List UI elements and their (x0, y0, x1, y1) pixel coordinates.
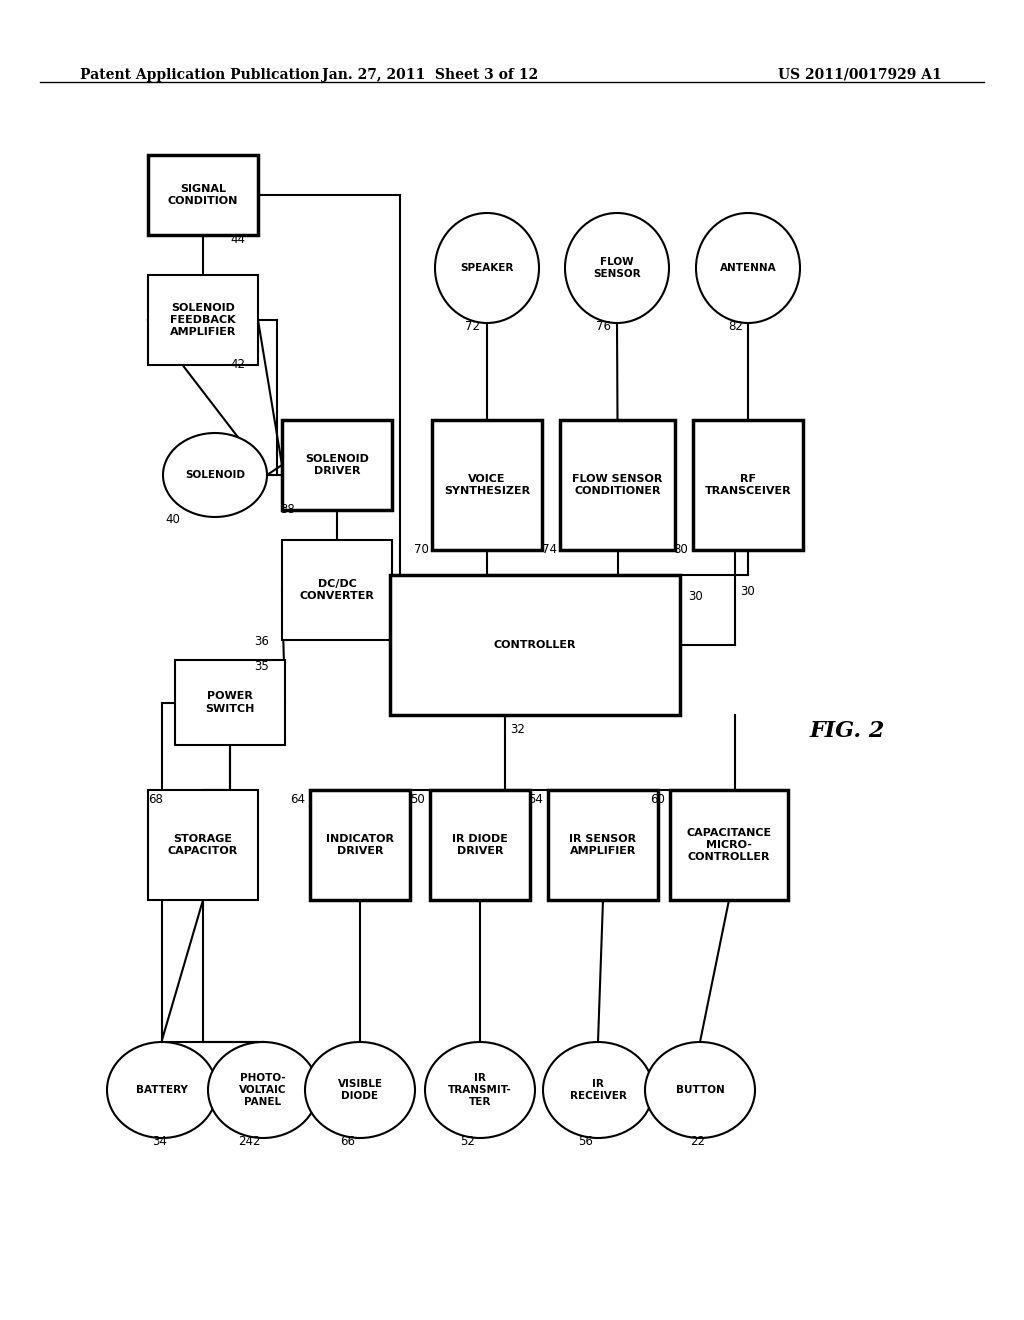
Text: 30: 30 (688, 590, 702, 603)
Text: ANTENNA: ANTENNA (720, 263, 776, 273)
Bar (282, 420, 392, 510)
Ellipse shape (435, 213, 539, 323)
Ellipse shape (696, 213, 800, 323)
Bar (282, 540, 392, 640)
Text: FLOW
SENSOR: FLOW SENSOR (593, 257, 641, 279)
Text: US 2011/0017929 A1: US 2011/0017929 A1 (778, 69, 942, 82)
Text: CAPACITANCE
MICRO-
CONTROLLER: CAPACITANCE MICRO- CONTROLLER (686, 828, 771, 862)
Ellipse shape (163, 433, 267, 517)
Text: 54: 54 (528, 793, 543, 807)
Bar (560, 420, 675, 550)
Text: SOLENOID
DRIVER: SOLENOID DRIVER (305, 454, 369, 477)
Text: Patent Application Publication: Patent Application Publication (80, 69, 319, 82)
Text: IR SENSOR
AMPLIFIER: IR SENSOR AMPLIFIER (569, 834, 637, 857)
Bar (175, 660, 285, 744)
Bar (148, 789, 258, 900)
Bar (390, 576, 680, 715)
Text: IR
RECEIVER: IR RECEIVER (569, 1080, 627, 1101)
Ellipse shape (305, 1041, 415, 1138)
Text: IR DIODE
DRIVER: IR DIODE DRIVER (452, 834, 508, 857)
Text: 76: 76 (596, 319, 611, 333)
Text: SOLENOID
FEEDBACK
AMPLIFIER: SOLENOID FEEDBACK AMPLIFIER (170, 302, 237, 338)
Bar (310, 789, 410, 900)
Bar (430, 789, 530, 900)
Text: FIG. 2: FIG. 2 (810, 719, 886, 742)
Text: 50: 50 (410, 793, 425, 807)
Text: INDICATOR
DRIVER: INDICATOR DRIVER (326, 834, 394, 857)
Text: 56: 56 (578, 1135, 593, 1148)
Text: 42: 42 (230, 358, 245, 371)
Text: STORAGE
CAPACITOR: STORAGE CAPACITOR (168, 834, 239, 857)
Text: 72: 72 (465, 319, 480, 333)
Text: 32: 32 (510, 723, 525, 737)
Text: 52: 52 (460, 1135, 475, 1148)
Ellipse shape (645, 1041, 755, 1138)
Text: 82: 82 (728, 319, 742, 333)
Text: 30: 30 (740, 585, 755, 598)
Text: 64: 64 (290, 793, 305, 807)
Text: 35: 35 (254, 660, 268, 673)
Text: 38: 38 (280, 503, 295, 516)
Text: 74: 74 (542, 543, 557, 556)
Text: SPEAKER: SPEAKER (461, 263, 514, 273)
Text: RF
TRANSCEIVER: RF TRANSCEIVER (705, 474, 792, 496)
Text: Jan. 27, 2011  Sheet 3 of 12: Jan. 27, 2011 Sheet 3 of 12 (322, 69, 539, 82)
Ellipse shape (106, 1041, 217, 1138)
Ellipse shape (543, 1041, 653, 1138)
Text: 22: 22 (690, 1135, 705, 1148)
Text: DC/DC
CONVERTER: DC/DC CONVERTER (300, 578, 375, 601)
Text: 68: 68 (148, 793, 163, 807)
Ellipse shape (208, 1041, 318, 1138)
Text: BUTTON: BUTTON (676, 1085, 724, 1096)
Text: VISIBLE
DIODE: VISIBLE DIODE (338, 1080, 383, 1101)
Text: 40: 40 (165, 513, 180, 525)
Text: IR
TRANSMIT-
TER: IR TRANSMIT- TER (449, 1073, 512, 1106)
Text: 66: 66 (340, 1135, 355, 1148)
Text: PHOTO-
VOLTAIC
PANEL: PHOTO- VOLTAIC PANEL (240, 1073, 287, 1106)
Text: BATTERY: BATTERY (136, 1085, 188, 1096)
Bar (148, 154, 258, 235)
Text: 36: 36 (254, 635, 269, 648)
Text: 70: 70 (414, 543, 429, 556)
Text: SIGNAL
CONDITION: SIGNAL CONDITION (168, 183, 239, 206)
Text: SOLENOID: SOLENOID (185, 470, 245, 480)
Text: POWER
SWITCH: POWER SWITCH (206, 692, 255, 714)
Ellipse shape (425, 1041, 535, 1138)
Bar (548, 789, 658, 900)
Text: VOICE
SYNTHESIZER: VOICE SYNTHESIZER (444, 474, 530, 496)
Text: 80: 80 (673, 543, 688, 556)
Text: 242: 242 (238, 1135, 260, 1148)
Text: 34: 34 (152, 1135, 167, 1148)
Text: CONTROLLER: CONTROLLER (494, 640, 577, 649)
Text: 44: 44 (230, 234, 245, 246)
Text: 60: 60 (650, 793, 665, 807)
Bar (670, 789, 788, 900)
Bar (432, 420, 542, 550)
Text: FLOW SENSOR
CONDITIONER: FLOW SENSOR CONDITIONER (572, 474, 663, 496)
Ellipse shape (565, 213, 669, 323)
Bar (693, 420, 803, 550)
Bar (148, 275, 258, 366)
